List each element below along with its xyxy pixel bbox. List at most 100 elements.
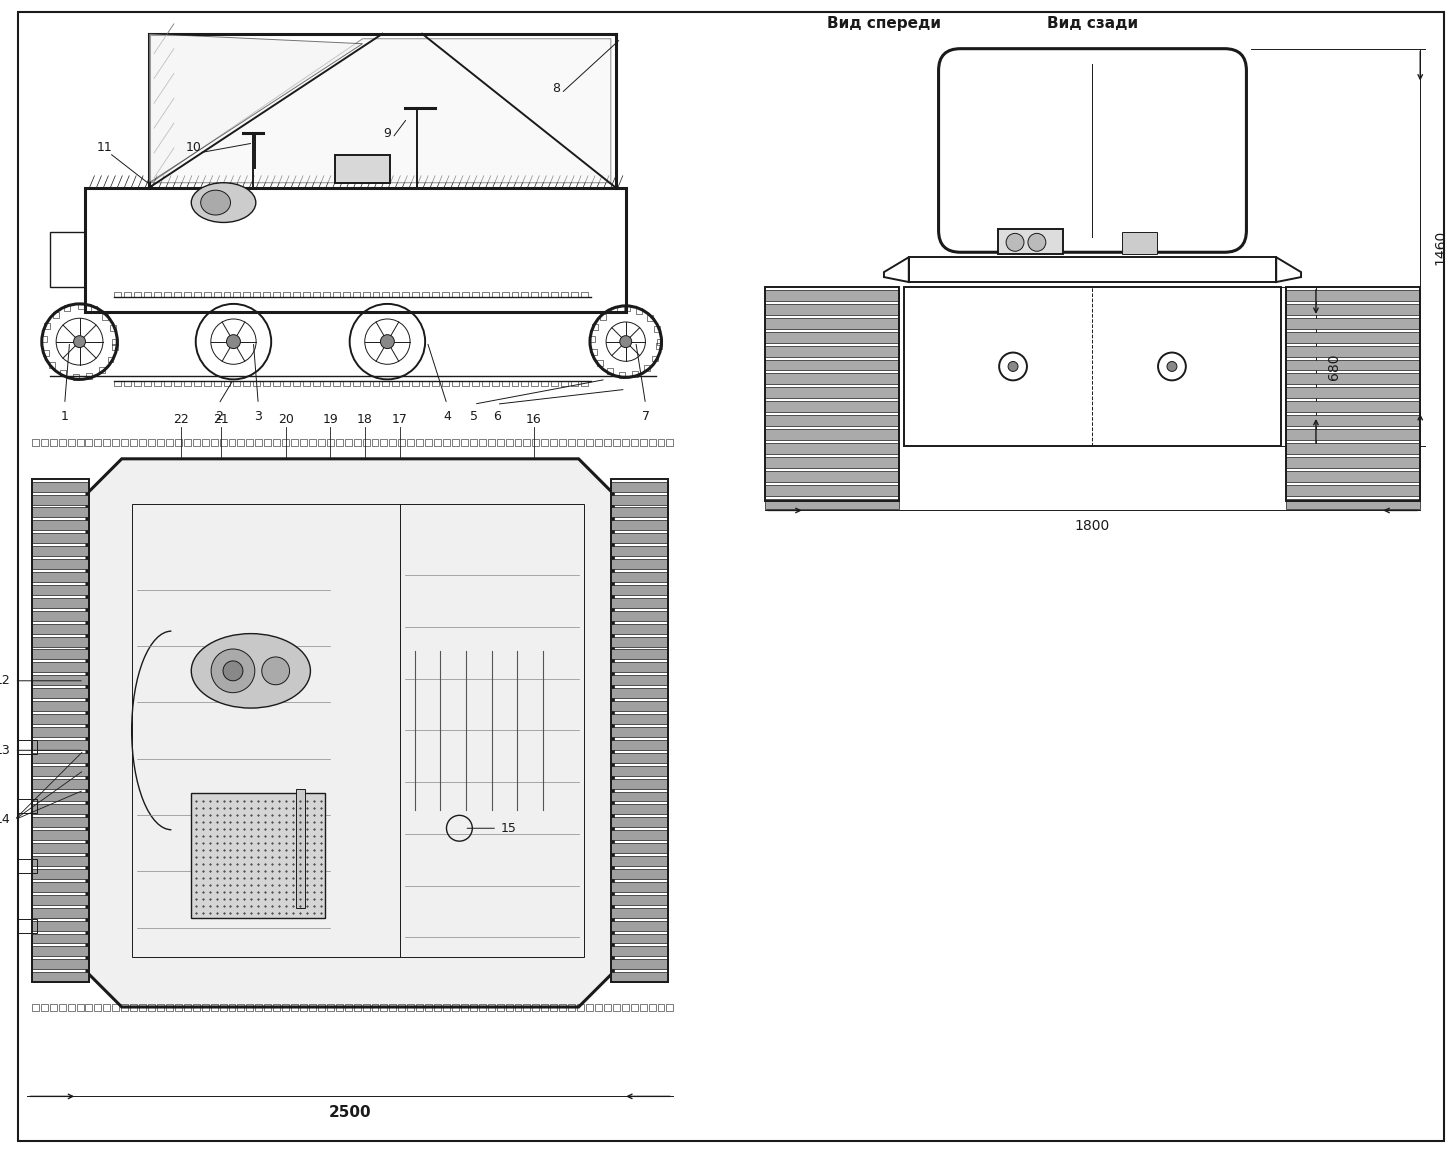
Bar	[32, 572, 89, 582]
Bar	[611, 572, 668, 582]
Bar	[244, 292, 250, 297]
Bar	[649, 1004, 655, 1011]
Bar	[373, 292, 379, 297]
Bar	[84, 188, 626, 311]
Bar	[909, 257, 1276, 282]
Bar	[344, 1004, 351, 1011]
Bar	[653, 326, 661, 332]
Bar	[134, 382, 141, 386]
Bar	[354, 439, 360, 446]
Bar	[765, 415, 899, 427]
Bar	[301, 1004, 306, 1011]
Bar	[392, 292, 399, 297]
Bar	[122, 439, 128, 446]
Bar	[17, 919, 38, 933]
Bar	[256, 439, 263, 446]
Bar	[611, 778, 668, 789]
Bar	[392, 382, 399, 386]
Bar	[32, 740, 89, 749]
Bar	[282, 439, 289, 446]
Bar	[1286, 332, 1420, 342]
Bar	[335, 155, 391, 182]
Bar	[488, 439, 495, 446]
Polygon shape	[1276, 257, 1301, 282]
Bar	[32, 585, 89, 595]
Bar	[125, 382, 131, 386]
Bar	[32, 611, 89, 620]
Bar	[32, 869, 89, 879]
Bar	[32, 805, 89, 814]
Bar	[611, 649, 668, 660]
Text: 21: 21	[213, 413, 229, 425]
Bar	[611, 959, 668, 970]
Bar	[482, 382, 489, 386]
Bar	[174, 1004, 182, 1011]
Bar	[99, 367, 105, 372]
Bar	[327, 1004, 334, 1011]
Bar	[110, 325, 116, 331]
Bar	[1122, 233, 1157, 255]
Bar	[1286, 498, 1420, 510]
Bar	[576, 439, 584, 446]
Bar	[568, 1004, 575, 1011]
Bar	[521, 382, 529, 386]
Bar	[283, 382, 290, 386]
Bar	[611, 701, 668, 711]
Bar	[636, 308, 642, 314]
Bar	[309, 1004, 317, 1011]
Bar	[613, 439, 620, 446]
Bar	[423, 292, 430, 297]
Bar	[592, 324, 598, 330]
Bar	[107, 356, 113, 362]
Bar	[542, 292, 549, 297]
Bar	[247, 1004, 253, 1011]
Bar	[244, 382, 250, 386]
Bar	[301, 439, 306, 446]
Bar	[58, 1004, 65, 1011]
Bar	[363, 292, 369, 297]
Bar	[17, 740, 38, 754]
Text: 1: 1	[61, 409, 68, 423]
Bar	[174, 439, 182, 446]
Bar	[552, 292, 558, 297]
Bar	[600, 314, 605, 319]
Text: 22: 22	[173, 413, 189, 425]
Text: 14: 14	[0, 813, 10, 827]
Bar	[611, 766, 668, 776]
Bar	[184, 292, 190, 297]
Bar	[112, 1004, 119, 1011]
Bar	[559, 439, 566, 446]
Bar	[273, 439, 280, 446]
Bar	[521, 292, 529, 297]
Circle shape	[211, 649, 254, 693]
Bar	[765, 374, 899, 384]
Circle shape	[1028, 233, 1045, 251]
Bar	[640, 439, 646, 446]
Bar	[472, 382, 479, 386]
Bar	[611, 636, 668, 647]
Circle shape	[1167, 362, 1178, 371]
Bar	[335, 439, 343, 446]
Bar	[157, 1004, 164, 1011]
Bar	[238, 439, 244, 446]
Bar	[343, 292, 350, 297]
Bar	[402, 292, 409, 297]
Bar	[497, 439, 504, 446]
Polygon shape	[150, 33, 363, 182]
Bar	[333, 382, 340, 386]
Bar	[649, 439, 655, 446]
Bar	[587, 1004, 592, 1011]
Bar	[595, 1004, 603, 1011]
Bar	[49, 439, 57, 446]
Bar	[611, 882, 668, 891]
Bar	[234, 292, 241, 297]
Bar	[343, 382, 350, 386]
Bar	[115, 292, 122, 297]
Bar	[32, 688, 89, 699]
Bar	[611, 714, 668, 724]
Bar	[41, 439, 48, 446]
Bar	[86, 1004, 93, 1011]
Bar	[398, 1004, 405, 1011]
Bar	[611, 791, 668, 801]
Bar	[492, 292, 498, 297]
